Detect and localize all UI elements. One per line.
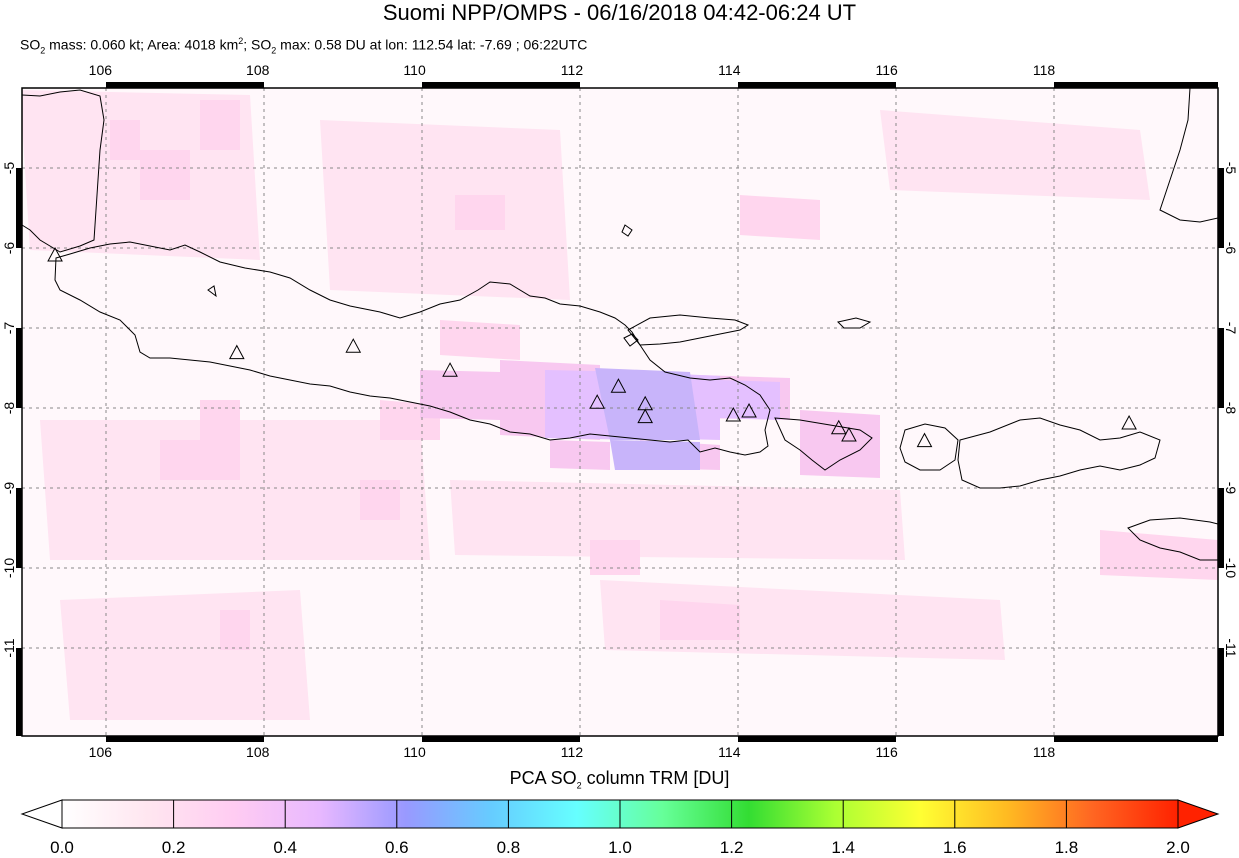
x-tick-label-bottom: 108 bbox=[246, 744, 270, 760]
y-tick-label-right: -8 bbox=[1223, 401, 1239, 415]
volcano-icon bbox=[47, 246, 63, 262]
x-tick-label-top: 112 bbox=[560, 62, 584, 78]
y-tick-label-right: -7 bbox=[1223, 321, 1239, 335]
colorbar-title: PCA SO2 column TRM [DU] bbox=[509, 768, 730, 791]
x-tick-label-top: 106 bbox=[88, 62, 113, 78]
y-tick-label-right: -10 bbox=[1223, 557, 1239, 579]
colorbar-tick-label: 2.0 bbox=[1166, 838, 1190, 857]
volcano-icon bbox=[345, 338, 362, 353]
so2-field bbox=[22, 88, 1218, 736]
volcano-icon bbox=[1121, 414, 1137, 430]
colorbar bbox=[20, 799, 1220, 829]
volcano-icon bbox=[916, 432, 933, 448]
frame-ticks bbox=[16, 82, 1224, 742]
x-tick-label-top: 118 bbox=[1032, 62, 1056, 78]
x-tick-label-top: 116 bbox=[875, 62, 898, 78]
y-tick-label-left: -5 bbox=[1, 161, 17, 175]
volcano-markers bbox=[47, 246, 1137, 448]
volcano-icon bbox=[589, 394, 606, 409]
x-tick-label-bottom: 116 bbox=[875, 744, 898, 760]
x-tick-label-top: 110 bbox=[403, 62, 426, 78]
volcano-icon bbox=[741, 402, 757, 418]
y-tick-label-right: -6 bbox=[1223, 241, 1239, 255]
y-tick-label-left: -10 bbox=[1, 557, 17, 579]
colorbar-min-arrow bbox=[20, 799, 63, 829]
x-tick-label-top: 108 bbox=[246, 62, 270, 78]
y-tick-label-left: -8 bbox=[1, 401, 17, 415]
colorbar-tick-label: 1.0 bbox=[608, 838, 632, 857]
colorbar-tick-label: 1.8 bbox=[1054, 838, 1079, 857]
map-title: Suomi NPP/OMPS - 06/16/2018 04:42-06:24 … bbox=[382, 0, 857, 25]
y-tick-label-right: -11 bbox=[1223, 638, 1239, 658]
y-tick-label-right: -9 bbox=[1223, 481, 1239, 495]
volcano-icon bbox=[610, 378, 627, 393]
colorbar-tick-label: 0.2 bbox=[161, 838, 186, 857]
colorbar-tick-label: 0.4 bbox=[273, 838, 297, 857]
volcano-icon bbox=[228, 344, 245, 360]
volcano-icon bbox=[830, 419, 847, 435]
map-frame bbox=[21, 87, 1219, 737]
colorbar-tick-label: 0.6 bbox=[384, 838, 409, 857]
x-tick-label-bottom: 112 bbox=[560, 744, 584, 760]
colorbar-tick-label: 1.4 bbox=[831, 838, 855, 857]
colorbar-tick-label: 1.2 bbox=[719, 838, 744, 857]
volcano-icon bbox=[841, 426, 857, 442]
x-tick-label-bottom: 110 bbox=[403, 744, 426, 760]
volcano-icon bbox=[637, 408, 654, 424]
colorbar-tick-label: 0.0 bbox=[50, 838, 74, 857]
y-tick-label-left: -11 bbox=[1, 638, 17, 658]
volcano-icon bbox=[725, 406, 742, 422]
y-tick-label-left: -6 bbox=[1, 241, 17, 255]
colorbar-max-arrow bbox=[1177, 799, 1220, 829]
colorbar-tick-label: 1.6 bbox=[942, 838, 967, 857]
volcano-icon bbox=[442, 362, 458, 377]
graticule bbox=[22, 88, 1218, 736]
y-tick-label-left: -7 bbox=[1, 321, 17, 335]
y-tick-label-left: -9 bbox=[1, 481, 17, 495]
x-tick-label-bottom: 114 bbox=[718, 744, 741, 760]
colorbar-tick-label: 0.8 bbox=[496, 838, 521, 857]
x-tick-label-bottom: 106 bbox=[88, 744, 113, 760]
y-tick-label-right: -5 bbox=[1223, 161, 1239, 175]
x-tick-label-top: 114 bbox=[718, 62, 741, 78]
map-subtitle: SO2 mass: 0.060 kt; Area: 4018 km2; SO2 … bbox=[20, 36, 588, 56]
x-tick-label-bottom: 118 bbox=[1032, 744, 1056, 760]
